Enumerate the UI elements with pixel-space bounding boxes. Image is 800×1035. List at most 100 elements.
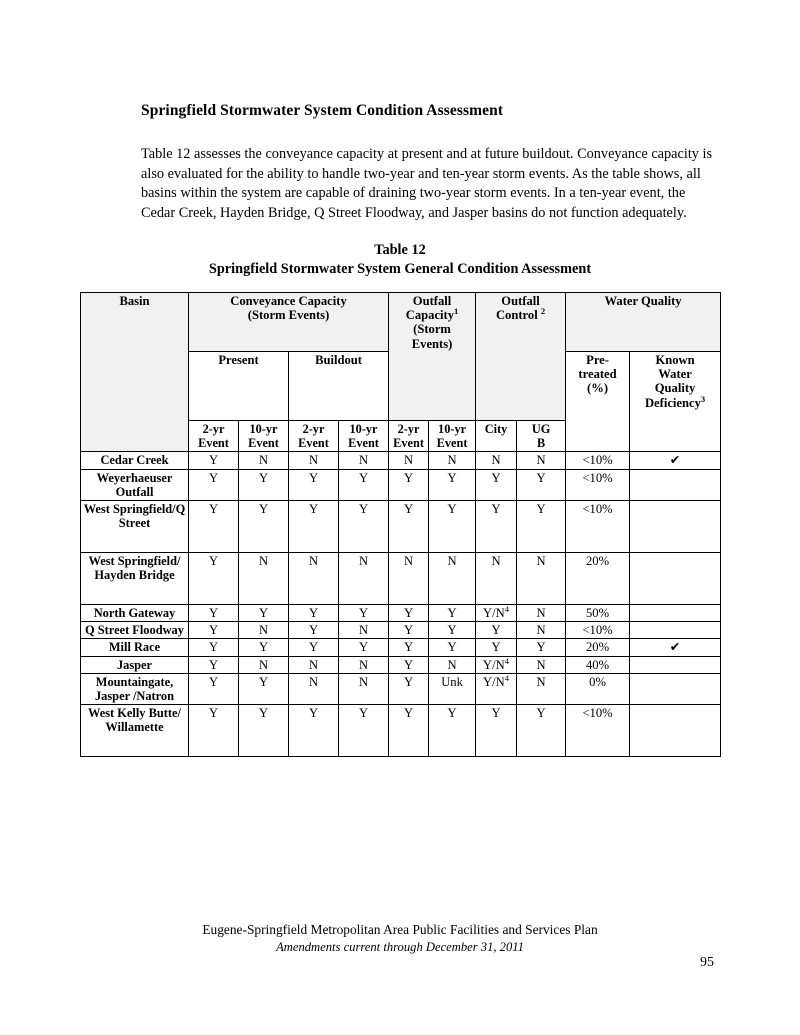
table-cell-conv-buildout-10yr: Y: [337, 704, 390, 758]
table-cell-outfall-cap-10yr: Y: [428, 468, 477, 502]
table-cell-conv-present-2yr: Y: [188, 468, 239, 502]
table-cell-conv-present-2yr: Y: [188, 655, 239, 674]
header-row-subgroups: Present Buildout Pre- treated (%) Known …: [81, 350, 722, 453]
table-cell-outfall-ugb: N: [516, 672, 567, 706]
table-cell-outfall-cap-10yr: Unk: [428, 672, 477, 706]
header-known-wq-line1: Known: [655, 353, 695, 367]
table-cell-wq-deficiency: [629, 468, 722, 502]
table-cell-outfall-ugb: Y: [516, 500, 567, 554]
table-cell-pretreated: <10%: [565, 621, 631, 640]
table-row: West Kelly Butte/ Willamette Y Y Y Y Y Y Y Y <10%: [80, 704, 722, 758]
table-cell-outfall-city: Y: [475, 468, 518, 502]
table-cell-conv-present-10yr: N: [238, 655, 289, 674]
table-cell-pretreated: 20%: [565, 638, 631, 657]
table-cell-basin: West Springfield/ Hayden Bridge: [80, 552, 189, 606]
header-buildout-2yr: 2-yr Event: [288, 419, 339, 453]
table-cell-outfall-cap-10yr: N: [428, 451, 477, 470]
header-outfall-capacity: Outfall Capacity1 (Storm Events): [388, 292, 477, 421]
table-cell-conv-buildout-10yr: Y: [337, 468, 390, 502]
footer-line-1: Eugene-Springfield Metropolitan Area Pub…: [202, 922, 598, 937]
cell-value-superscript: 4: [504, 655, 510, 666]
header-present-2yr: 2-yr Event: [188, 419, 239, 453]
header-known-wq-line4: Deficiency: [644, 395, 701, 410]
table-cell-conv-present-10yr: Y: [238, 468, 289, 502]
table-cell-outfall-cap-2yr: Y: [388, 655, 430, 674]
header-known-wq-line3: Quality: [654, 381, 696, 396]
table-cell-basin: Cedar Creek: [80, 451, 189, 470]
table-cell-conv-buildout-10yr: Y: [337, 500, 390, 554]
header-present-10yr-line2: Event: [248, 436, 279, 451]
table-cell-basin: Mountaingate, Jasper /Natron: [80, 672, 189, 706]
header-water-quality: Water Quality: [565, 292, 722, 352]
table-cell-conv-buildout-2yr: Y: [288, 704, 339, 758]
table-cell-conv-buildout-2yr: N: [288, 552, 339, 606]
header-outfall-cap-2yr-line1: 2-yr: [397, 422, 420, 436]
table-cell-conv-buildout-2yr: Y: [288, 638, 339, 657]
header-pretreated-line3: (%): [587, 381, 609, 396]
table-row: West Springfield/ Hayden Bridge Y N N N N N N N 2…: [80, 552, 722, 606]
header-outfall-cap-10yr-line1: 10-yr: [438, 422, 467, 436]
table-cell-outfall-cap-2yr: Y: [388, 604, 430, 623]
table-cell-outfall-cap-10yr: Y: [428, 621, 477, 640]
table-cell-outfall-city: Y/N4: [475, 655, 518, 674]
table-cell-outfall-city: Y: [475, 704, 518, 758]
table-cell-conv-buildout-2yr: Y: [288, 500, 339, 554]
table-cell-basin: Mill Race: [80, 638, 189, 657]
table-cell-outfall-cap-2yr: Y: [388, 638, 430, 657]
header-outfall-capacity-line1: Outfall: [412, 294, 452, 308]
intro-paragraph: Table 12 assesses the conveyance capacit…: [141, 146, 713, 222]
table-cell-outfall-cap-2yr: Y: [388, 621, 430, 640]
table-row: Q Street Floodway Y N Y N Y Y Y N <10%: [80, 621, 722, 640]
table-cell-basin: Jasper: [80, 655, 189, 674]
header-buildout-2yr-line1: 2-yr: [302, 422, 325, 436]
table-cell-conv-present-10yr: Y: [238, 604, 289, 623]
header-outfall-cap-10yr-line2: Event: [436, 436, 468, 451]
header-outfall-control-line2: Control: [495, 308, 538, 323]
header-pretreated-line2: treated: [578, 367, 617, 382]
table-cell-conv-present-10yr: N: [238, 451, 289, 470]
table-cell-outfall-ugb: Y: [516, 468, 567, 502]
cell-value: Y/N: [483, 657, 505, 672]
table-cell-conv-buildout-2yr: N: [288, 655, 339, 674]
table-cell-conv-buildout-10yr: N: [337, 451, 390, 470]
table-cell-basin: West Springfield/Q Street: [80, 500, 189, 554]
table-cell-wq-deficiency: [629, 655, 722, 674]
table-cell-outfall-city: Y/N4: [475, 604, 518, 623]
table-cell-conv-present-2yr: Y: [188, 672, 239, 706]
table-cell-outfall-ugb: N: [516, 552, 567, 606]
table-cell-conv-present-2yr: Y: [188, 638, 239, 657]
table-cell-outfall-ugb: Y: [516, 638, 567, 657]
header-outfall-control: Outfall Control 2: [475, 292, 567, 421]
header-outfall-capacity-line3: (Storm: [413, 322, 451, 337]
table-cell-conv-present-2yr: Y: [188, 500, 239, 554]
page-footer: Eugene-Springfield Metropolitan Area Pub…: [0, 921, 800, 956]
table-cell-outfall-ugb: N: [516, 621, 567, 640]
header-buildout-10yr-line1: 10-yr: [349, 422, 378, 436]
header-known-wq-line2: Water: [658, 367, 692, 382]
table-cell-outfall-city: N: [475, 552, 518, 606]
header-outfall-cap-10yr: 10-yr Event: [428, 419, 477, 453]
table-cell-outfall-ugb: Y: [516, 704, 567, 758]
header-outfall-cap-2yr-line2: Event: [393, 436, 424, 451]
table-row: Jasper Y N N N Y N Y/N4 N 40%: [80, 655, 722, 674]
header-buildout-10yr-line2: Event: [348, 436, 379, 451]
header-conveyance-capacity-line2: (Storm Events): [247, 308, 330, 323]
table-cell-basin: West Kelly Butte/ Willamette: [80, 704, 189, 758]
header-basin: Basin: [80, 291, 189, 453]
cell-value-superscript: 4: [504, 672, 510, 683]
header-pretreated: Pre- treated (%): [565, 350, 631, 453]
header-outfall-control-superscript: 2: [540, 306, 546, 317]
header-pretreated-line1: Pre-: [586, 353, 609, 367]
table-caption: Table 12 Springfield Stormwater System G…: [80, 241, 720, 278]
header-row-units: 2-yr Event 10-yr Event 2-yr Event 10-yr …: [81, 419, 721, 453]
table-cell-wq-deficiency: ✔: [629, 638, 722, 657]
table-cell-conv-present-2yr: Y: [188, 621, 239, 640]
table-title: Springfield Stormwater System General Co…: [208, 260, 592, 277]
table-cell-outfall-cap-2yr: Y: [388, 704, 430, 758]
table-cell-outfall-cap-2yr: Y: [388, 500, 430, 554]
table-cell-conv-buildout-2yr: N: [288, 451, 339, 470]
table-cell-wq-deficiency: [629, 704, 722, 758]
table-cell-conv-buildout-2yr: N: [288, 672, 339, 706]
table-row: Mill Race Y Y Y Y Y Y Y Y 20% ✔: [80, 638, 722, 657]
